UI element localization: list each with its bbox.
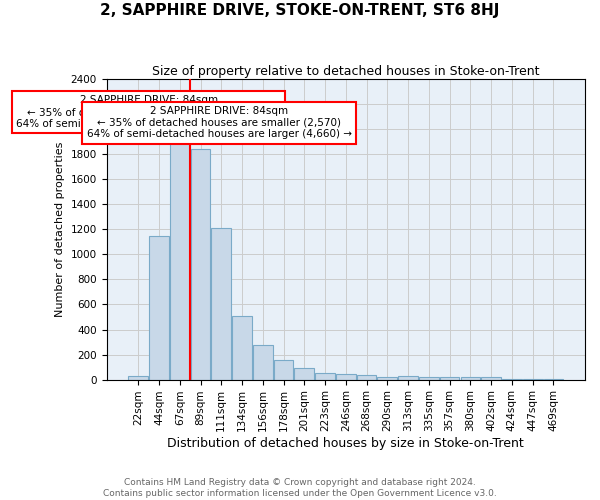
Bar bbox=[419, 377, 439, 380]
Bar bbox=[357, 374, 376, 380]
Bar bbox=[253, 345, 272, 380]
Text: 2, SAPPHIRE DRIVE, STOKE-ON-TRENT, ST6 8HJ: 2, SAPPHIRE DRIVE, STOKE-ON-TRENT, ST6 8… bbox=[100, 2, 500, 18]
Bar bbox=[149, 236, 169, 380]
X-axis label: Distribution of detached houses by size in Stoke-on-Trent: Distribution of detached houses by size … bbox=[167, 437, 524, 450]
Bar bbox=[211, 228, 231, 380]
Bar bbox=[315, 374, 335, 380]
Y-axis label: Number of detached properties: Number of detached properties bbox=[55, 142, 65, 317]
Bar bbox=[274, 360, 293, 380]
Bar bbox=[232, 316, 252, 380]
Text: Contains HM Land Registry data © Crown copyright and database right 2024.
Contai: Contains HM Land Registry data © Crown c… bbox=[103, 478, 497, 498]
Bar bbox=[295, 368, 314, 380]
Bar bbox=[481, 377, 501, 380]
Bar bbox=[502, 379, 522, 380]
Bar bbox=[377, 377, 397, 380]
Bar bbox=[461, 377, 480, 380]
Bar bbox=[336, 374, 356, 380]
Text: 2 SAPPHIRE DRIVE: 84sqm
← 35% of detached houses are smaller (2,570)
64% of semi: 2 SAPPHIRE DRIVE: 84sqm ← 35% of detache… bbox=[86, 106, 352, 140]
Bar bbox=[191, 150, 211, 380]
Bar bbox=[523, 379, 542, 380]
Bar bbox=[170, 134, 190, 380]
Title: Size of property relative to detached houses in Stoke-on-Trent: Size of property relative to detached ho… bbox=[152, 65, 539, 78]
Text: 2 SAPPHIRE DRIVE: 84sqm
← 35% of detached houses are smaller (2,570)
64% of semi: 2 SAPPHIRE DRIVE: 84sqm ← 35% of detache… bbox=[16, 96, 281, 128]
Bar bbox=[128, 376, 148, 380]
Bar bbox=[398, 376, 418, 380]
Bar bbox=[544, 379, 563, 380]
Bar bbox=[440, 377, 460, 380]
